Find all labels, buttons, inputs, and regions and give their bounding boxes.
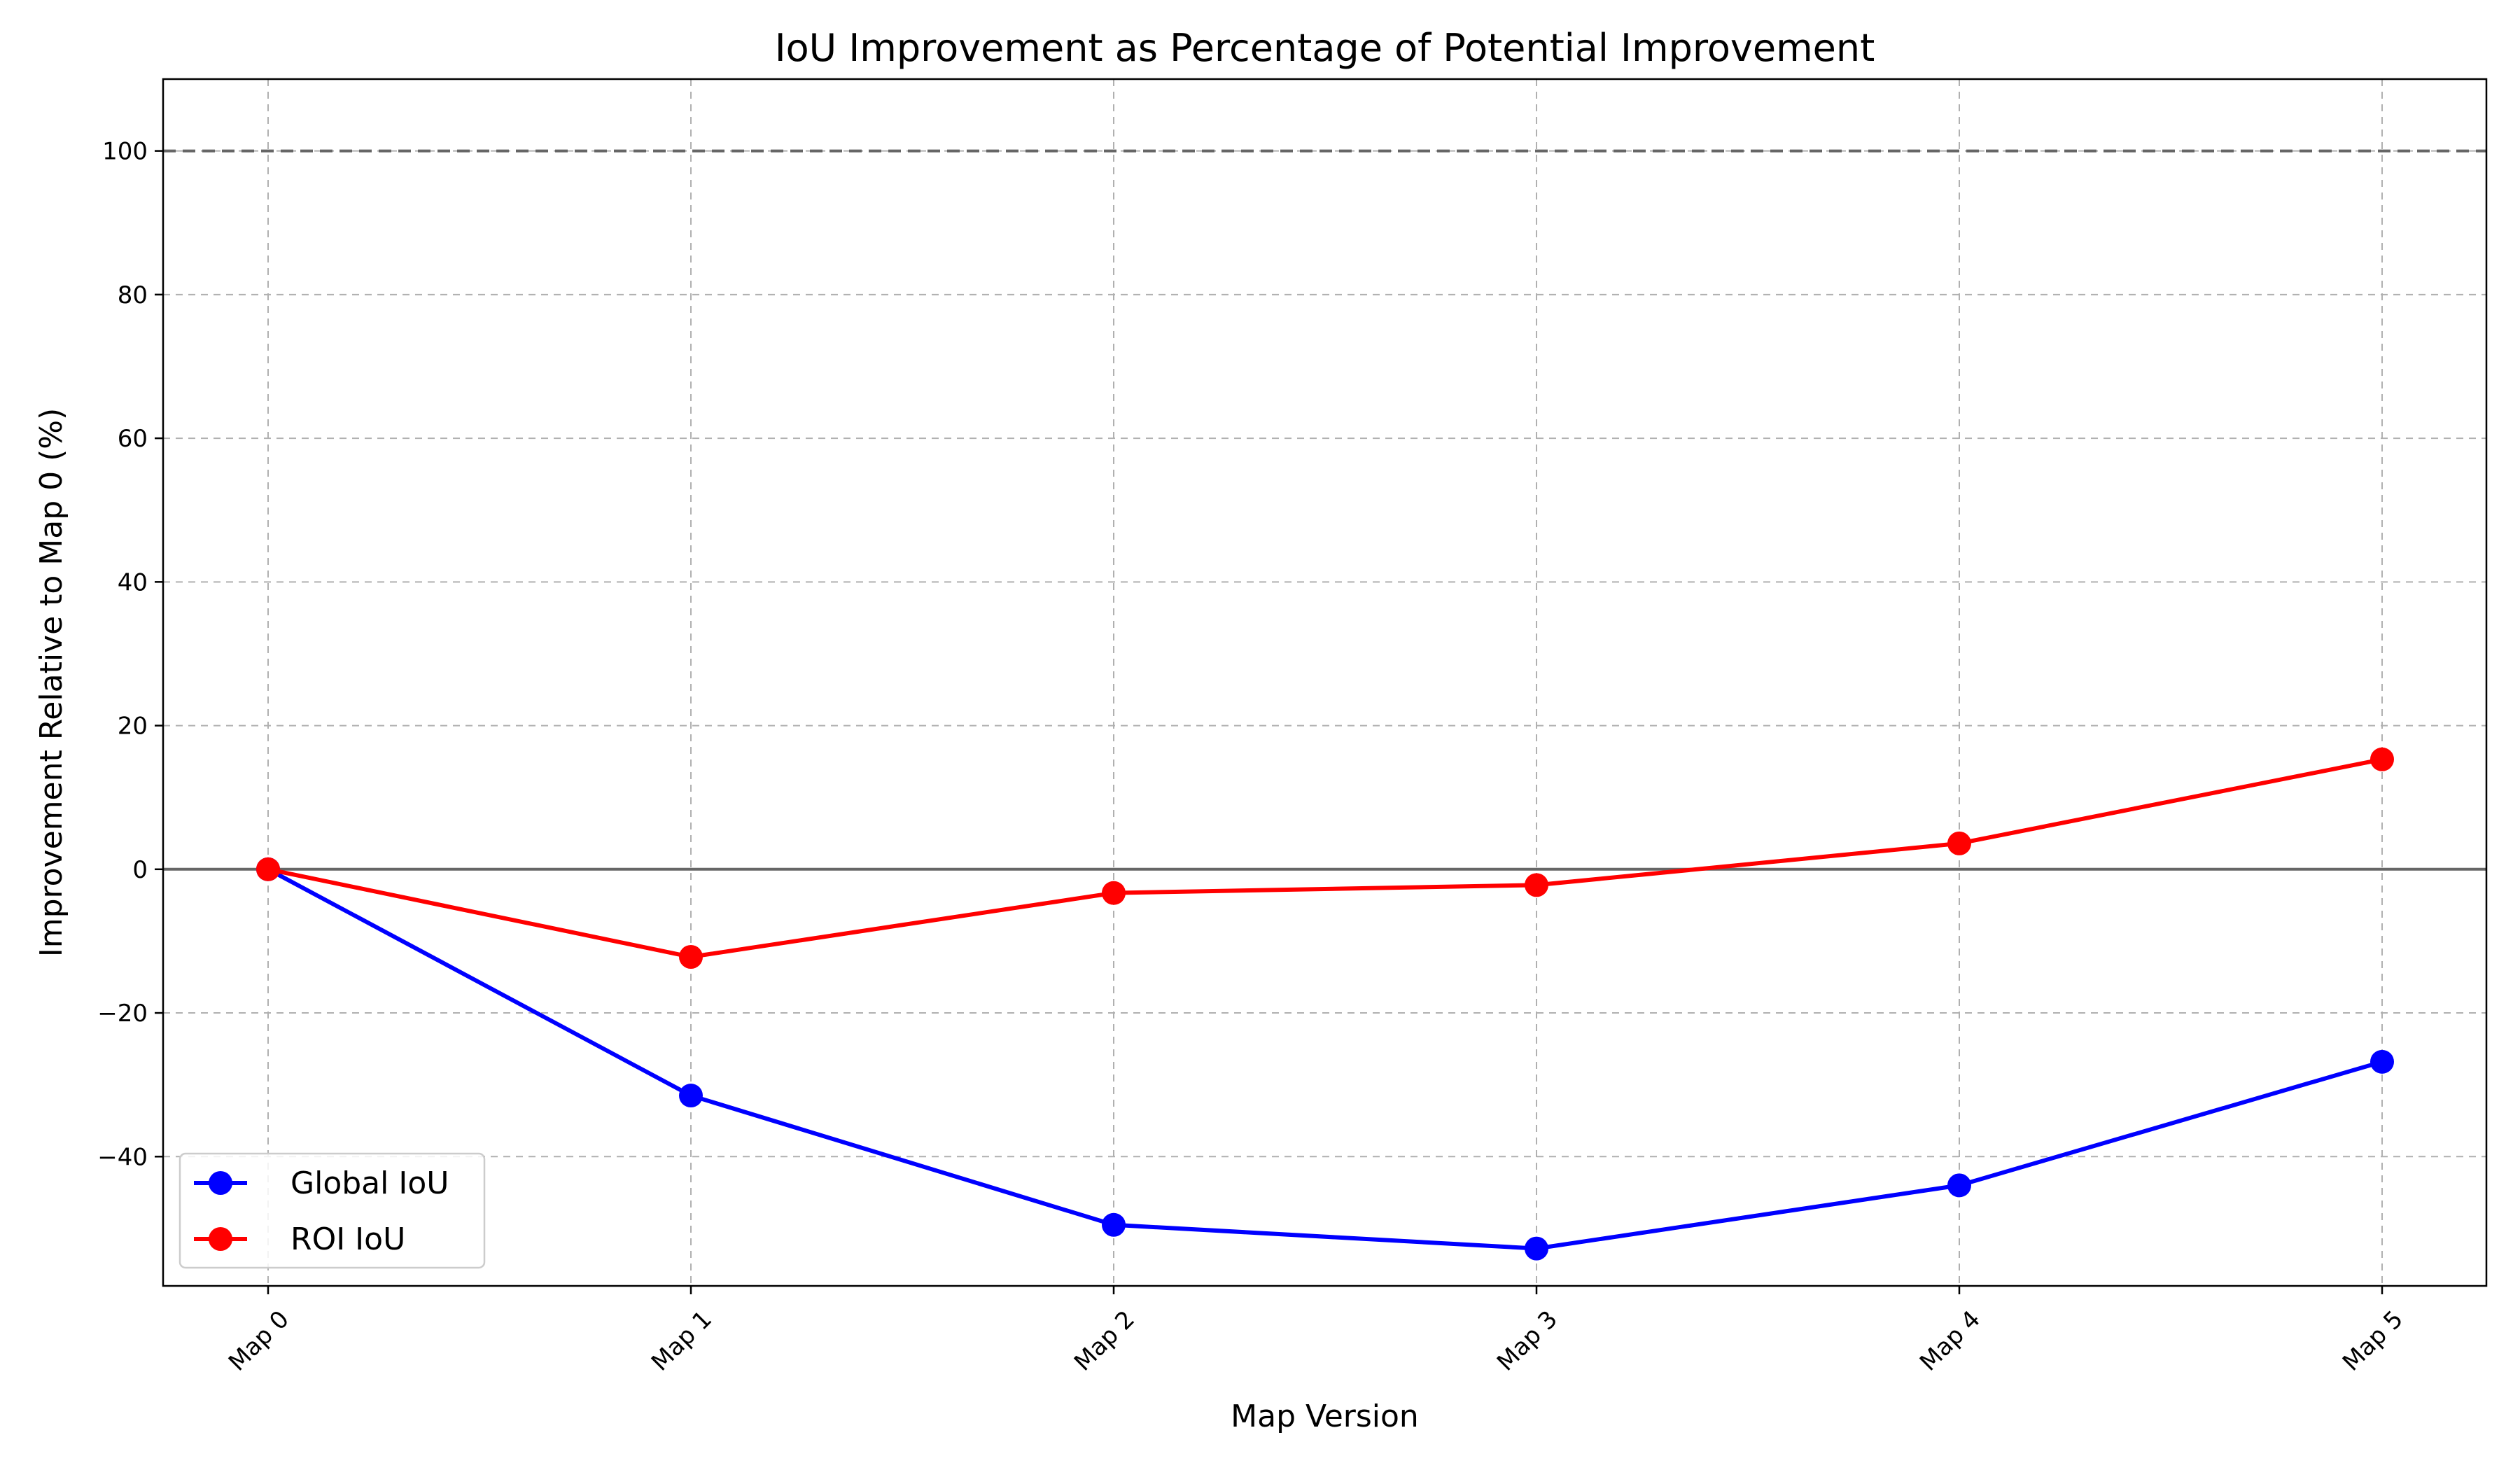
legend-entry: Global IoU [194, 1166, 449, 1201]
reference-lines [163, 149, 2486, 871]
data-point [1525, 1236, 1548, 1261]
y-tick-label: 40 [118, 568, 148, 596]
series-global-iou [256, 857, 2394, 1261]
y-tick-label: −40 [97, 1143, 148, 1171]
data-point [1102, 881, 1126, 905]
plot-frame [162, 78, 2488, 1287]
legend: Global IoU ROI IoU [178, 1152, 486, 1269]
legend-marker [209, 1171, 232, 1195]
data-point [679, 945, 703, 969]
y-tick-label: 80 [118, 281, 148, 309]
legend-label: Global IoU [290, 1166, 449, 1201]
y-tick-label: 100 [102, 138, 148, 166]
data-point [679, 1084, 703, 1108]
y-tick-label: 60 [118, 425, 148, 453]
legend-label: ROI IoU [290, 1222, 405, 1257]
series-roi-iou [256, 747, 2394, 969]
chart-title: IoU Improvement as Percentage of Potenti… [775, 26, 1875, 70]
legend-box [178, 1152, 486, 1269]
data-point [1947, 831, 1971, 855]
series-layer [256, 747, 2394, 1261]
data-point [1102, 1212, 1126, 1237]
data-point [256, 857, 280, 881]
series-line [267, 867, 2383, 1251]
series-line [267, 757, 2383, 960]
legend-entry: ROI IoU [194, 1222, 405, 1257]
y-tick-label: −20 [97, 1000, 148, 1028]
y-axis-ticks: −40 −20 0 20 40 60 80 100 [97, 138, 163, 1171]
y-tick-label: 0 [132, 856, 148, 884]
legend-marker [209, 1227, 232, 1251]
data-point [2370, 747, 2394, 771]
y-tick-label: 20 [118, 713, 148, 741]
data-point [1947, 1173, 1971, 1198]
y-axis-label: Improvement Relative to Map 0 (%) [34, 408, 69, 958]
data-point [1525, 873, 1548, 897]
x-axis-label: Map Version [1231, 1399, 1419, 1434]
data-point [2370, 1049, 2394, 1074]
